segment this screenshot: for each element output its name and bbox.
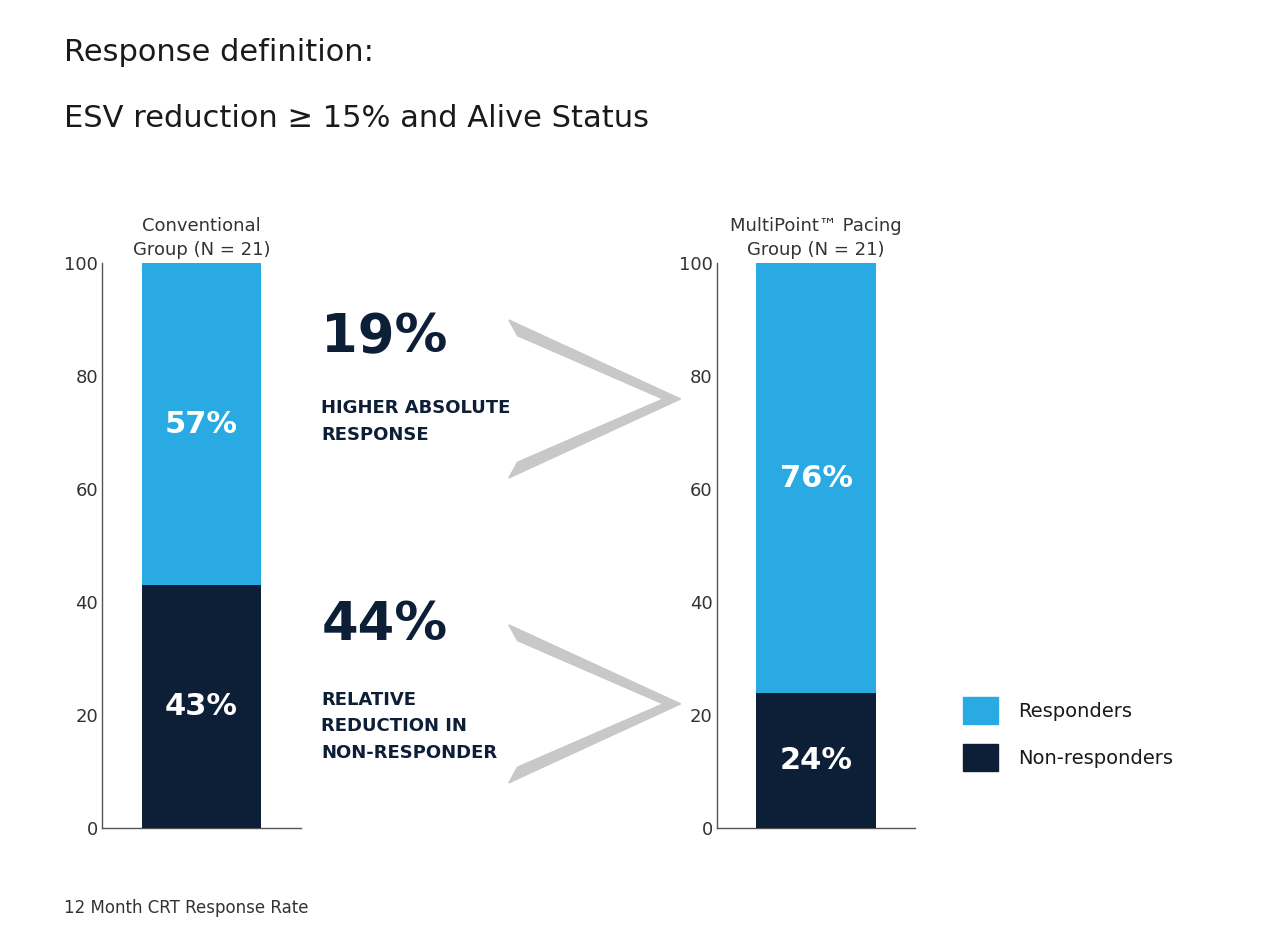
Polygon shape: [509, 625, 681, 783]
Text: 57%: 57%: [165, 410, 238, 439]
Legend: Responders, Non-responders: Responders, Non-responders: [964, 696, 1172, 772]
Text: RELATIVE
REDUCTION IN
NON-RESPONDER: RELATIVE REDUCTION IN NON-RESPONDER: [321, 691, 498, 762]
Bar: [756, 263, 876, 693]
Bar: [142, 263, 261, 585]
Text: 12 Month CRT Response Rate: 12 Month CRT Response Rate: [64, 900, 308, 917]
Bar: [756, 693, 876, 828]
Text: Response definition:: Response definition:: [64, 38, 374, 67]
Text: Conventional
Group (N = 21): Conventional Group (N = 21): [133, 217, 270, 259]
Bar: [142, 585, 261, 828]
Text: 24%: 24%: [780, 746, 852, 774]
Text: HIGHER ABSOLUTE
RESPONSE: HIGHER ABSOLUTE RESPONSE: [321, 399, 511, 444]
Polygon shape: [509, 320, 681, 478]
Text: 43%: 43%: [165, 693, 238, 721]
Text: ESV reduction ≥ 15% and Alive Status: ESV reduction ≥ 15% and Alive Status: [64, 104, 649, 133]
Text: 76%: 76%: [780, 464, 852, 492]
Text: MultiPoint™ Pacing
Group (N = 21): MultiPoint™ Pacing Group (N = 21): [730, 217, 902, 259]
Text: 19%: 19%: [321, 311, 448, 363]
Text: 44%: 44%: [321, 598, 448, 651]
